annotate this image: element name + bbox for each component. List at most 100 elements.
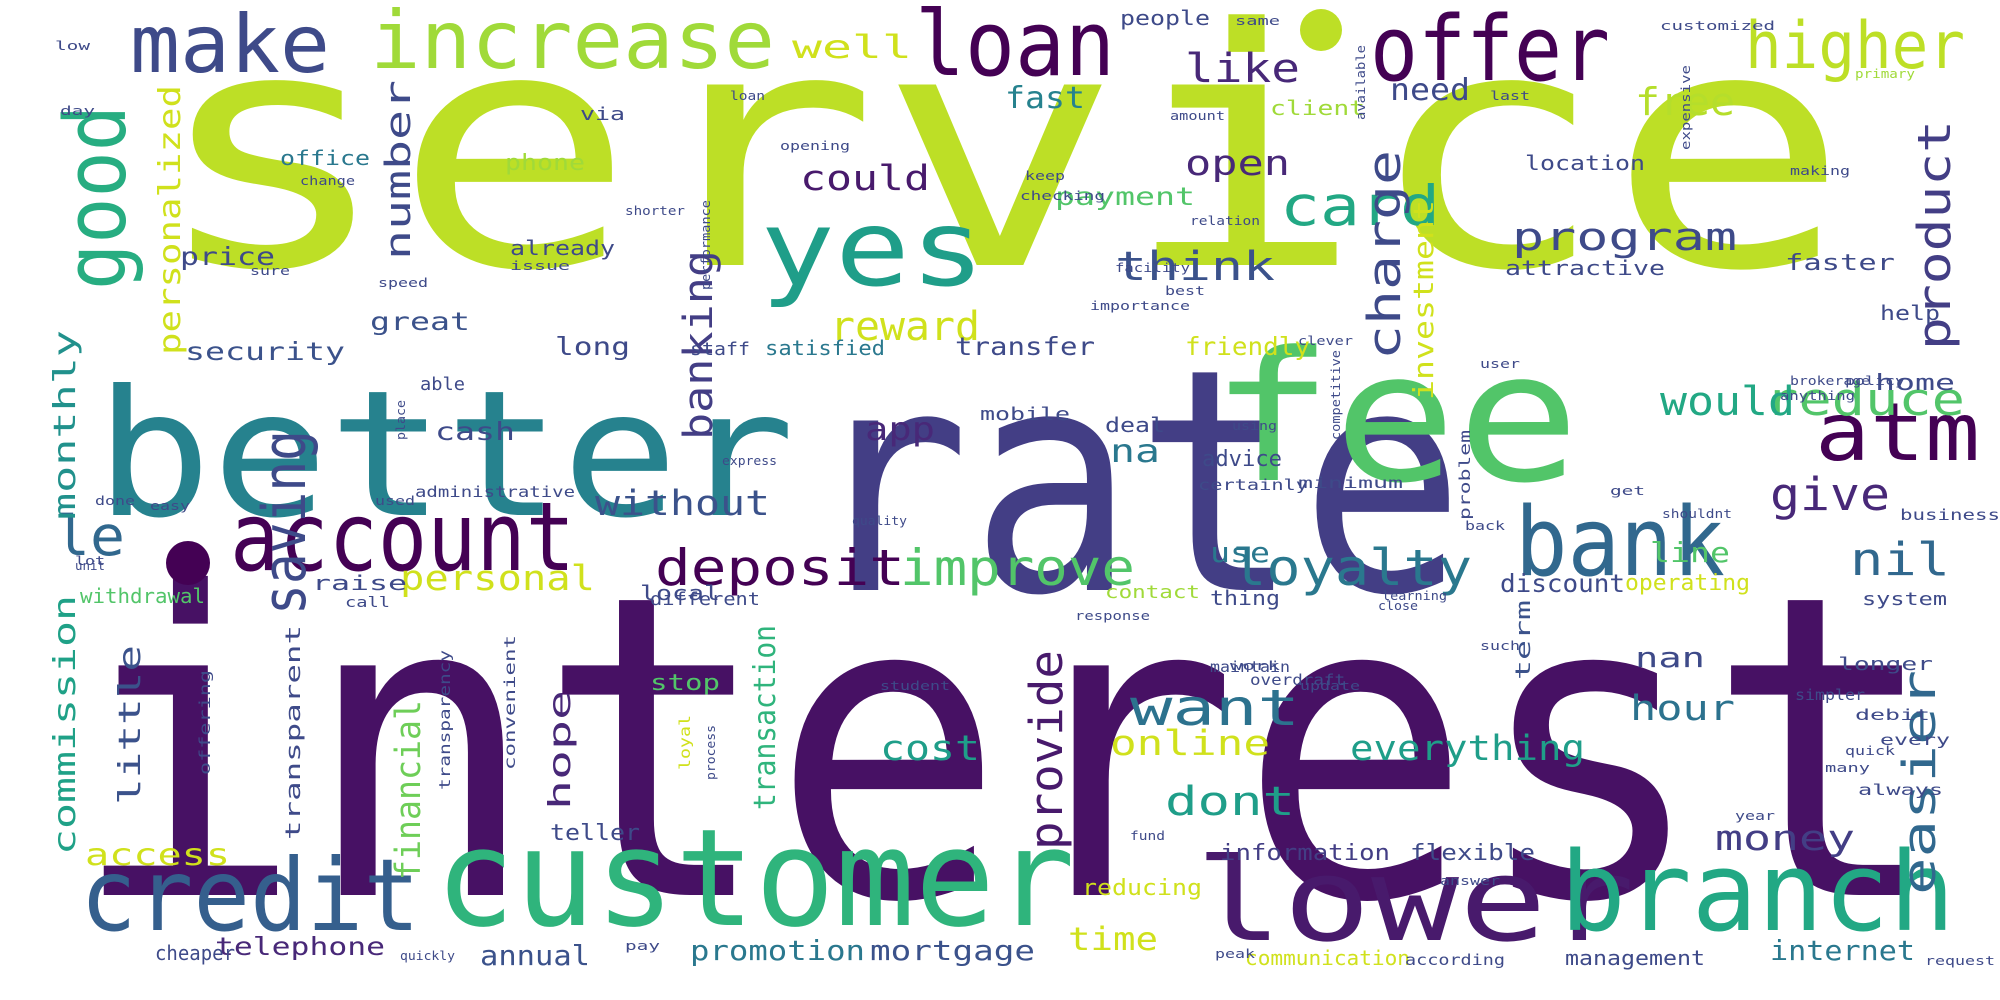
word-loan: loan <box>730 89 765 103</box>
word-reward: reward <box>830 304 980 350</box>
word-think: think <box>1115 244 1275 290</box>
word-communication: communication <box>1245 946 1410 970</box>
word-could: could <box>800 159 930 199</box>
word-dont: dont <box>1165 779 1295 825</box>
word-use: use <box>1210 536 1270 569</box>
word-better: better <box>95 354 795 557</box>
word-peak: peak <box>1215 947 1256 961</box>
word-clever: clever <box>1298 334 1353 348</box>
word-customized: customized <box>1660 19 1775 33</box>
word-give: give <box>1770 468 1890 521</box>
word-competitive: competitive <box>1329 350 1343 440</box>
word-account: account <box>230 483 575 593</box>
word-location: location <box>1525 151 1645 175</box>
word-lot: lot <box>75 554 105 568</box>
word-close: close <box>1378 599 1418 613</box>
word-everything: everything <box>1350 729 1585 769</box>
word-checking: checking <box>1020 189 1105 203</box>
word-user: user <box>1480 357 1520 371</box>
word-home: home <box>1875 371 1955 396</box>
word-offering: offering <box>196 670 214 775</box>
word-using: using <box>1232 419 1277 433</box>
word-shouldnt: shouldnt <box>1662 507 1732 521</box>
word-always: always <box>1858 781 1943 799</box>
word-cheaper: cheaper <box>155 941 235 965</box>
word-student: student <box>880 679 950 693</box>
word-term: term <box>1511 600 1535 680</box>
word-fee: fee <box>1210 314 1580 523</box>
word-hope: hope <box>543 690 578 810</box>
word-simpler: simpler <box>1795 686 1865 704</box>
word-personalized: personalized <box>153 85 188 355</box>
word-money: money <box>1715 819 1855 859</box>
word-staff: staff <box>690 339 750 360</box>
word-little: little <box>113 645 148 805</box>
word-last: last <box>1490 89 1530 103</box>
word-fast: fast <box>1005 81 1085 116</box>
word-charge: charge <box>1358 150 1411 360</box>
word-advice: advice <box>1202 447 1282 472</box>
word-easier: easier <box>1893 670 1946 895</box>
word-reduce: reduce <box>1765 373 1965 426</box>
word-promotion: promotion <box>690 934 865 967</box>
word-policy: policy <box>1845 374 1905 388</box>
word-brokerage: brokerage <box>1790 374 1870 388</box>
word-quick: quick <box>1845 744 1896 758</box>
word-withdrawal: withdrawal <box>80 584 205 608</box>
word-answer: answer <box>1440 874 1500 888</box>
word-like: like <box>1185 46 1300 92</box>
word-higher: higher <box>1745 9 1965 84</box>
word-opening: opening <box>780 139 850 153</box>
word-stop: stop <box>650 671 720 696</box>
word-day: day <box>60 104 95 118</box>
word-provide: provide <box>1020 650 1073 850</box>
word-express: express <box>722 454 777 468</box>
word-financial: financial <box>389 700 429 880</box>
word-mobile: mobile <box>980 404 1070 425</box>
word-time: time <box>1068 920 1158 958</box>
word-request: request <box>1925 954 1995 968</box>
word-debit: debit <box>1855 706 1930 724</box>
word-convenient: convenient <box>501 635 519 770</box>
word-people: people <box>1120 6 1210 30</box>
word-access: access <box>85 838 230 873</box>
word-quality: quality <box>852 514 907 528</box>
word-via: via <box>580 104 625 125</box>
word-personal: personal <box>400 559 595 599</box>
word-attractive: attractive <box>1505 256 1665 280</box>
word-faster: faster <box>1785 251 1895 276</box>
word-credit: credit <box>80 837 420 954</box>
word-transparency: transparency <box>436 650 454 790</box>
word-teller: teller <box>550 821 640 846</box>
word-change: change <box>300 174 355 188</box>
word-good: good <box>47 105 146 290</box>
word-certainly: certainly <box>1198 476 1308 494</box>
word-quickly: quickly <box>400 949 455 963</box>
word-le: le <box>55 504 125 568</box>
word-administrative: administrative <box>415 483 575 501</box>
word-program: program <box>1512 215 1737 259</box>
word-loan: loan <box>915 0 1115 97</box>
word-many: many <box>1825 761 1870 775</box>
word-reducing: reducing <box>1082 876 1202 901</box>
word-process: process <box>704 725 718 780</box>
word-saving: saving <box>250 430 320 615</box>
word-response: response <box>1075 609 1150 623</box>
word-year: year <box>1735 809 1775 823</box>
word-flexible: flexible <box>1410 841 1535 866</box>
word-deal: deal <box>1105 413 1165 437</box>
word-client: client <box>1270 96 1365 120</box>
word-already: already <box>510 236 615 260</box>
word-transfer: transfer <box>955 332 1095 361</box>
word-primary: primary <box>1855 67 1915 81</box>
word-cloud-words: serviceinterestratebettercustomerfeelowe… <box>47 0 2000 995</box>
word-able: able <box>420 374 465 395</box>
word-well: well <box>792 28 912 66</box>
word-discount: discount <box>1500 569 1625 598</box>
word-help: help <box>1880 301 1940 325</box>
word-transparent: transparent <box>281 625 305 840</box>
word-improve: improve <box>900 539 1135 597</box>
word-get: get <box>1610 484 1645 498</box>
word-expensive: expensive <box>1679 65 1693 150</box>
